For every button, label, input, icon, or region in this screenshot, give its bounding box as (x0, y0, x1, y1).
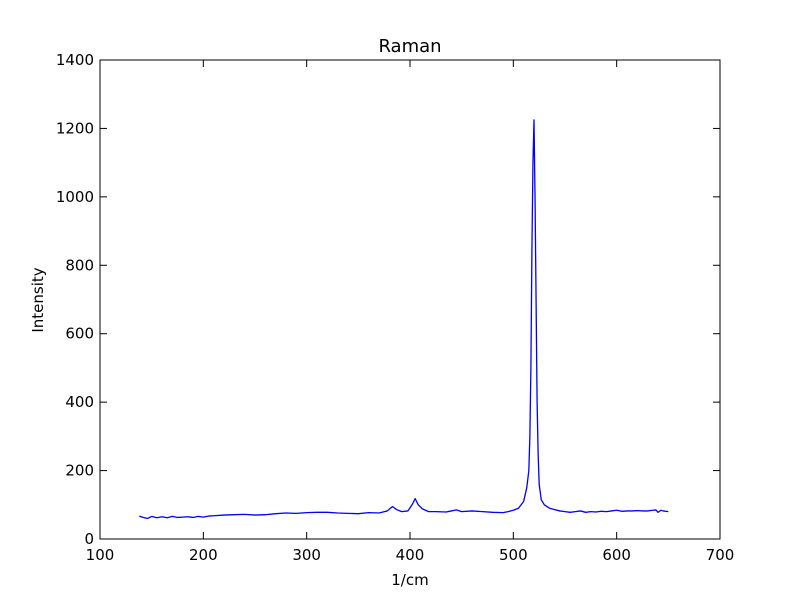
x-tick-label: 600 (602, 546, 631, 564)
chart-title: Raman (378, 36, 441, 57)
plot-frame (99, 59, 721, 540)
x-axis-label: 1/cm (391, 571, 428, 589)
y-tick-label: 800 (65, 256, 94, 274)
ticks-layer: 100 200 300 400 500 600 700 0 200 400 600 800 1000 12… (56, 51, 735, 564)
y-tick-label: 400 (65, 393, 94, 411)
y-tick-label: 0 (84, 530, 94, 548)
y-tick-label: 200 (65, 462, 94, 480)
x-tick-label: 100 (86, 546, 115, 564)
y-tick-label: 1000 (56, 188, 94, 206)
y-tick-label: 1400 (56, 51, 94, 69)
x-tick-label: 500 (499, 546, 528, 564)
series-layer (139, 119, 669, 520)
y-tick-label: 1200 (56, 119, 94, 137)
x-tick-label: 200 (189, 546, 218, 564)
x-tick-label: 300 (292, 546, 321, 564)
x-tick-label: 400 (396, 546, 425, 564)
plot-area (100, 60, 720, 539)
y-axis-label: Intensity (29, 267, 47, 332)
raman-spectrum-line (139, 119, 669, 520)
x-tick-label: 700 (706, 546, 735, 564)
y-tick-label: 600 (65, 325, 94, 343)
